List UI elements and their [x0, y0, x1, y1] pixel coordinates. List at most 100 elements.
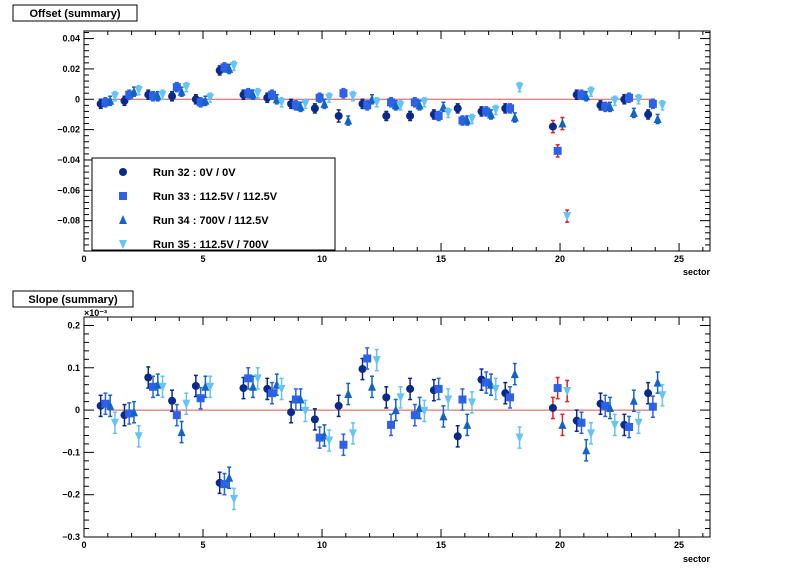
- data-point: [206, 382, 215, 392]
- y-tick-label: 0.1: [67, 363, 80, 373]
- data-point: [315, 433, 324, 442]
- legend-marker: [119, 192, 127, 200]
- data-point: [134, 432, 143, 442]
- data-point: [268, 90, 277, 99]
- data-point: [310, 104, 319, 113]
- data-point: [144, 373, 153, 382]
- data-point: [129, 86, 138, 96]
- data-point: [129, 407, 138, 417]
- data-point: [196, 98, 205, 107]
- data-point: [110, 418, 119, 428]
- y-tick-label: −0.06: [57, 185, 80, 195]
- data-point: [344, 115, 353, 125]
- data-point: [220, 63, 229, 72]
- data-point: [487, 109, 496, 119]
- data-point: [301, 99, 310, 109]
- y-tick-label: 0: [75, 405, 80, 415]
- data-point: [172, 83, 181, 92]
- slope-x-axis-title: sector: [683, 554, 711, 564]
- data-point: [125, 90, 134, 99]
- offset-title: Offset (summary): [29, 8, 120, 20]
- data-point: [253, 89, 262, 99]
- data-point: [577, 90, 586, 99]
- data-point: [177, 86, 186, 96]
- data-point: [482, 378, 491, 387]
- data-point: [206, 93, 215, 103]
- legend-label: Run 34 : 700V / 112.5V: [153, 215, 269, 227]
- data-point: [334, 111, 343, 120]
- data-point: [563, 212, 572, 222]
- data-point: [134, 86, 143, 96]
- data-point: [634, 95, 643, 105]
- data-point: [606, 402, 615, 412]
- data-point: [553, 384, 562, 393]
- data-point: [653, 114, 662, 123]
- data-point: [372, 98, 381, 108]
- data-point: [334, 401, 343, 410]
- data-point: [182, 83, 191, 93]
- data-point: [553, 146, 562, 155]
- data-point: [101, 98, 110, 107]
- x-tick-label: 10: [317, 254, 327, 264]
- legend-label: Run 33 : 112.5V / 112.5V: [153, 191, 278, 203]
- data-point: [629, 395, 638, 405]
- data-point: [196, 394, 205, 403]
- data-point: [625, 423, 634, 431]
- data-point: [191, 381, 200, 390]
- offset-plot: 0 5 10 15 20 25 −0.08 −0.06 −0.04 −0.02 0 0.02 0.04: [57, 30, 711, 264]
- data-point: [467, 115, 476, 124]
- data-point: [120, 96, 129, 105]
- legend-box: [91, 157, 336, 251]
- data-point: [396, 393, 405, 403]
- data-point: [634, 418, 643, 428]
- data-point: [610, 420, 619, 430]
- data-point: [348, 92, 357, 102]
- legend: Run 32 : 0V / 0V Run 33 : 112.5V / 112.5V…: [91, 157, 336, 251]
- slope-title-box: [12, 290, 134, 308]
- slope-plot: 0 5 10 15 20 25 −0.3 −0.2 −0.1 0 0.1 0.2: [62, 316, 711, 550]
- data-point: [582, 445, 591, 455]
- y-tick-label: −0.02: [57, 125, 80, 135]
- slope-title: Slope (summary): [28, 294, 118, 306]
- data-point: [391, 100, 400, 110]
- series-2: [101, 347, 657, 496]
- data-point: [491, 384, 500, 394]
- x-tick-label: 15: [436, 540, 446, 550]
- data-point: [610, 96, 619, 106]
- x-tick-label: 20: [555, 540, 565, 550]
- data-point: [244, 89, 253, 98]
- data-point: [515, 433, 524, 443]
- slope-panel: Slope (summary) ×10⁻³ 0 5 10 15 20 25 −0.3 −0.2…: [12, 290, 711, 564]
- data-point: [439, 101, 448, 111]
- y-tick-label: 0.04: [62, 34, 80, 44]
- series-1: [96, 65, 653, 134]
- data-point: [410, 98, 419, 107]
- data-point: [548, 403, 557, 412]
- y-tick-label: −0.2: [62, 490, 80, 500]
- data-point: [563, 387, 572, 397]
- series-4: [110, 60, 667, 223]
- data-point: [339, 440, 348, 449]
- data-point: [158, 382, 167, 392]
- data-point: [277, 98, 286, 108]
- data-point: [387, 420, 396, 429]
- data-point: [606, 101, 615, 111]
- data-point: [406, 384, 415, 393]
- data-point: [601, 401, 610, 410]
- series-2: [101, 62, 657, 158]
- data-point: [510, 369, 519, 379]
- x-tick-label: 5: [201, 540, 206, 550]
- x-tick-label: 25: [674, 254, 684, 264]
- y-tick-label: −0.08: [57, 216, 80, 226]
- data-point: [125, 409, 134, 418]
- x-tick-label: 25: [674, 540, 684, 550]
- data-point: [586, 87, 595, 97]
- data-point: [644, 389, 653, 398]
- data-point: [363, 101, 372, 110]
- x-tick-label: 0: [81, 254, 86, 264]
- data-point: [444, 395, 453, 405]
- y-tick-label: −0.1: [62, 447, 80, 457]
- data-point: [515, 83, 524, 93]
- y-tick-label: −0.04: [57, 155, 80, 165]
